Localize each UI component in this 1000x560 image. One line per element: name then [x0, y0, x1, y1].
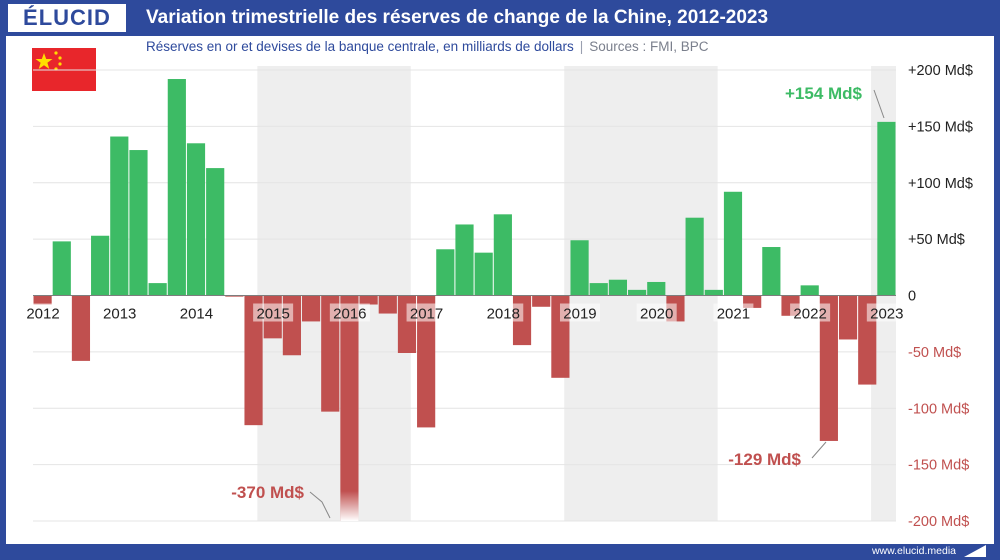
- bar-2018T1: [493, 214, 512, 296]
- y-tick-label: +150 Md$: [908, 119, 973, 135]
- y-tick-label: -100 Md$: [908, 401, 969, 417]
- bar-2015T4: [321, 295, 340, 412]
- bar-2014T4: [244, 295, 263, 426]
- subtitle-sources: Sources : FMI, BPC: [589, 39, 709, 54]
- bar-2019T1: [570, 240, 589, 296]
- y-axis-labels: +200 Md$ +150 Md$ +100 Md$ +50 Md$ 0 -50 Md$ -…: [908, 63, 973, 530]
- x-tick-label: 2021: [717, 306, 750, 323]
- chart-subtitle: Réserves en or et devises de la banque c…: [146, 38, 709, 56]
- bar-2013T4: [167, 79, 186, 296]
- x-tick-label: 2018: [487, 306, 520, 323]
- x-tick-label-bg: [406, 303, 447, 322]
- y-tick-label: +200 Md$: [908, 63, 973, 79]
- x-tick-label-bg: [866, 303, 907, 322]
- bar-2022T3: [838, 295, 858, 340]
- bar-2015T3: [301, 295, 321, 322]
- bar-2017T4: [474, 252, 493, 296]
- x-tick-label-bg: [713, 303, 754, 322]
- bar-2017T1: [417, 295, 436, 428]
- y-tick-label: 0: [908, 289, 916, 305]
- bar-2016T1: [340, 295, 359, 521]
- x-tick-label-bg: [790, 303, 831, 322]
- annotation-leader: [873, 89, 885, 119]
- bar-2020T4: [704, 289, 723, 296]
- x-tick-label-bg: [99, 303, 140, 322]
- bar-2013T3: [148, 283, 167, 296]
- bar-2012T2: [52, 241, 71, 296]
- elucid-mark-icon: [964, 545, 986, 557]
- header: ÉLUCID Variation trimestrielle des réser…: [0, 0, 1000, 36]
- annotation-label: +154 Md$: [785, 84, 863, 103]
- x-tick-label: 2013: [103, 306, 136, 323]
- subtitle-text: Réserves en or et devises de la banque c…: [146, 39, 574, 54]
- bar-clip-fade: [340, 491, 359, 521]
- bar-2014T3: [225, 295, 244, 297]
- bar-2020T1: [647, 281, 666, 296]
- bar-2017T3: [455, 224, 474, 296]
- bar-2019T3: [608, 279, 628, 296]
- x-tick-label: 2015: [256, 306, 289, 323]
- bar-2022T1: [800, 285, 819, 296]
- bar-2012T4: [91, 235, 110, 296]
- y-tick-label: +100 Md$: [908, 176, 973, 192]
- bar-2016T3: [378, 295, 397, 314]
- bar-2013T1: [110, 136, 129, 296]
- x-tick-label: 2023: [870, 306, 903, 323]
- bar-2021T3: [762, 247, 781, 296]
- x-tick-label: 2014: [180, 306, 213, 323]
- x-tick-label-bg: [559, 303, 600, 322]
- bar-2014T2: [206, 168, 225, 296]
- footer-url[interactable]: www.elucid.media: [871, 545, 956, 557]
- bar-2013T2: [129, 150, 148, 296]
- annotation-label: -370 Md$: [231, 483, 304, 502]
- annotation-leader: [309, 491, 331, 519]
- y-tick-label: -50 Md$: [908, 345, 961, 361]
- x-tick-label-bg: [636, 303, 677, 322]
- subtitle-separator: |: [579, 39, 584, 54]
- y-tick-label: -200 Md$: [908, 514, 969, 530]
- bar-2016T2: [359, 295, 378, 305]
- year-bands: [257, 66, 896, 521]
- bar-2020T3: [685, 217, 704, 296]
- bar-2019T2: [589, 283, 608, 296]
- bar-2023T1: [877, 121, 896, 296]
- annotation-label: -129 Md$: [728, 450, 801, 469]
- bar-2014T1: [186, 143, 206, 296]
- x-tick-label-bg: [329, 303, 370, 322]
- bar-2012T1: [33, 295, 52, 305]
- x-tick-label: 2020: [640, 306, 673, 323]
- chart-title: Variation trimestrielle des réserves de …: [146, 7, 769, 28]
- annotation-leader: [811, 441, 827, 459]
- brand-logo[interactable]: ÉLUCID: [8, 4, 126, 32]
- bar-2019T4: [628, 289, 647, 296]
- bar-2012T3: [71, 295, 91, 361]
- x-tick-label: 2022: [793, 306, 826, 323]
- bar-2021T1: [723, 191, 743, 296]
- x-tick-label-bg: [483, 303, 524, 322]
- bar-2018T3: [532, 295, 551, 307]
- x-tick-label-bg: [253, 303, 294, 322]
- annotations: +154 Md$ -129 Md$ -370 Md$: [231, 84, 885, 519]
- x-tick-label-bg: [176, 303, 217, 322]
- x-tick-label: 2012: [26, 306, 59, 323]
- x-tick-label: 2016: [333, 306, 366, 323]
- bar-2022T2: [819, 295, 838, 441]
- year-band: [257, 66, 411, 521]
- x-axis-labels: 2012 2013 2014 2015 2016 2017 2018 2019 2020 2021…: [23, 303, 907, 323]
- bar-2017T2: [436, 249, 455, 296]
- y-tick-label: +50 Md$: [908, 232, 965, 248]
- x-tick-label: 2019: [563, 306, 596, 323]
- y-tick-label: -150 Md$: [908, 458, 969, 474]
- x-tick-label-bg: [23, 303, 63, 322]
- x-tick-label: 2017: [410, 306, 443, 323]
